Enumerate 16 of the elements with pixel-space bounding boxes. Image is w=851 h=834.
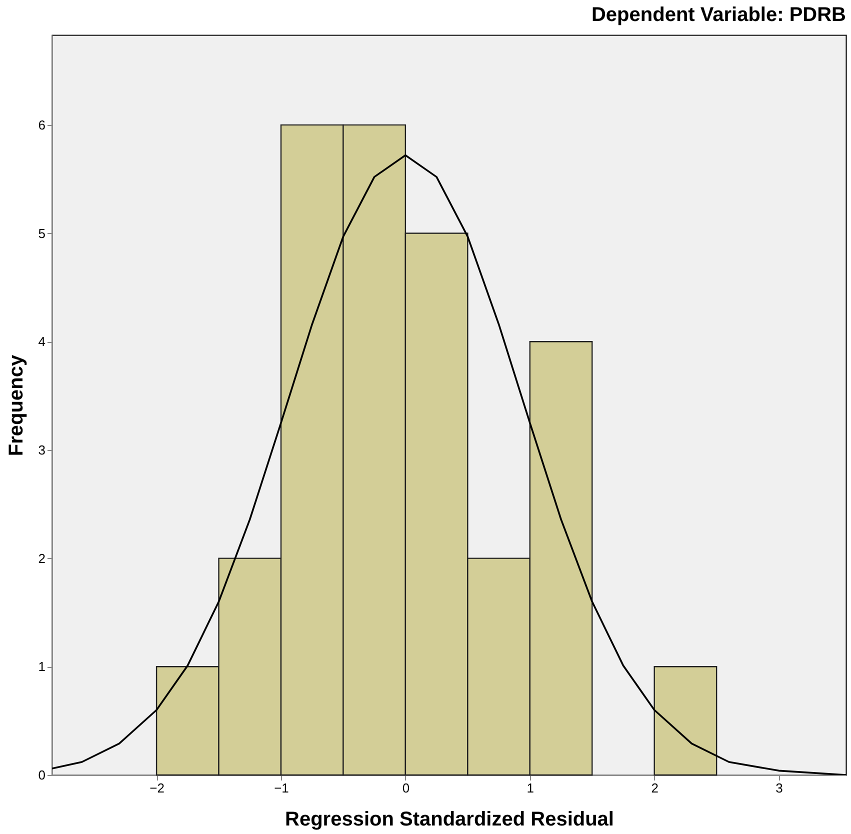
y-tick-label: 2 bbox=[38, 550, 46, 566]
chart-title: Dependent Variable: PDRB bbox=[591, 4, 846, 26]
x-tick-label: 1 bbox=[526, 780, 534, 796]
y-tick-label: 0 bbox=[38, 768, 46, 782]
x-tick-label: 2 bbox=[651, 780, 658, 796]
y-tick-label: 1 bbox=[38, 659, 46, 674]
x-axis-title: Regression Standardized Residual bbox=[285, 808, 614, 830]
y-tick-label: 3 bbox=[38, 442, 46, 458]
y-tick-label: 4 bbox=[38, 334, 46, 350]
x-tick-label: 0 bbox=[402, 780, 410, 796]
x-tick-label: 3 bbox=[776, 780, 783, 796]
y-axis-title: Frequency bbox=[5, 354, 28, 456]
y-tick-label: 6 bbox=[38, 117, 46, 132]
x-tick-label: −2 bbox=[150, 780, 164, 796]
x-tick-label: −1 bbox=[274, 780, 289, 796]
y-tick-label: 5 bbox=[38, 226, 46, 241]
